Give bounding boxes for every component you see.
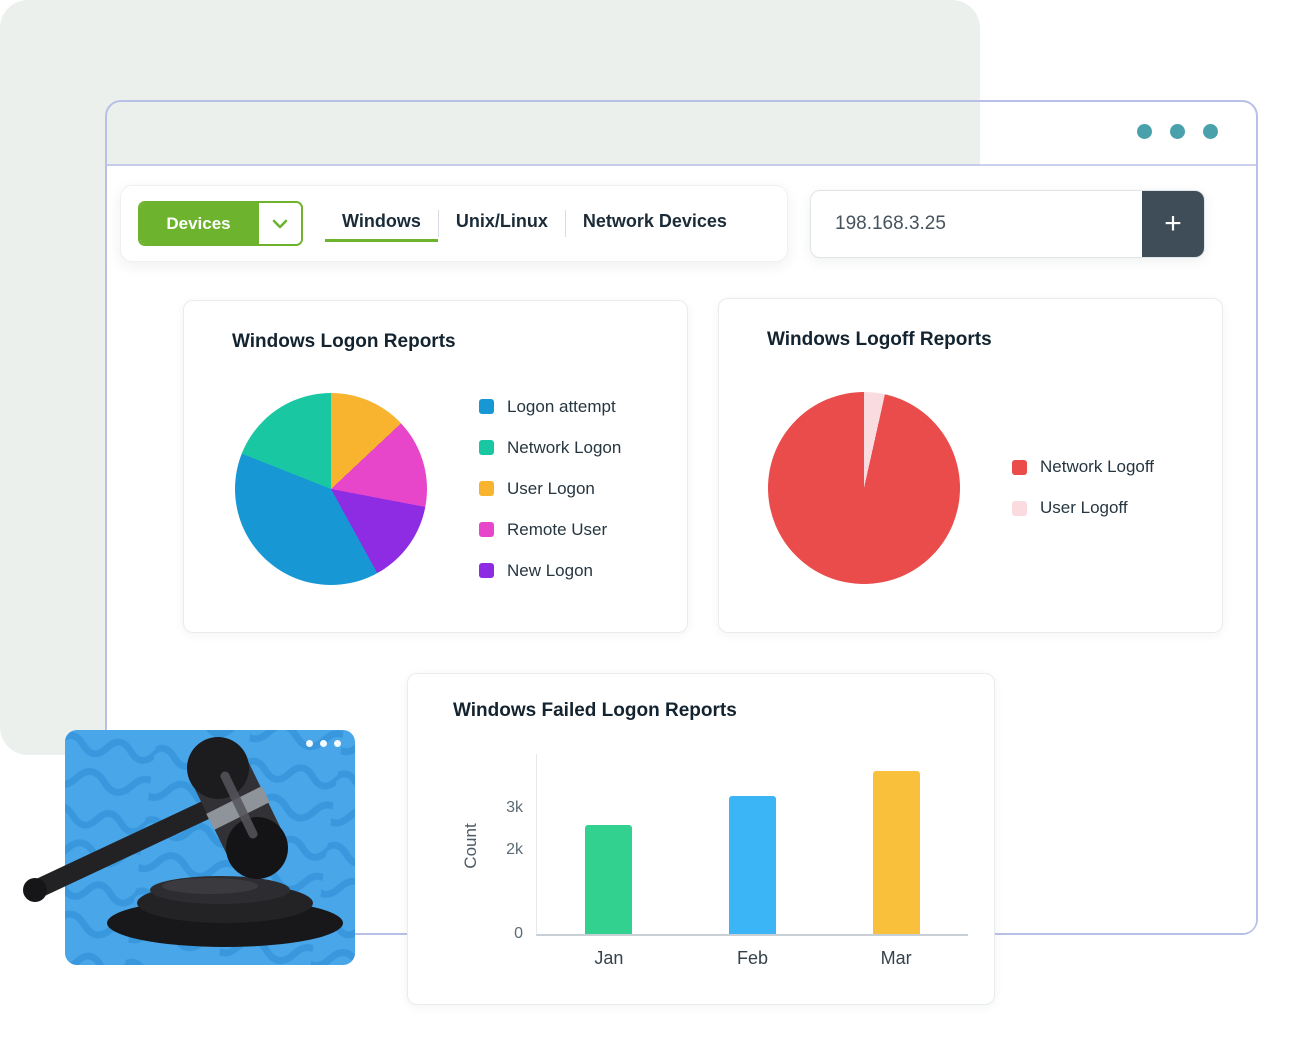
legend-label: Remote User	[507, 519, 608, 539]
device-type-tabs: Windows Unix/Linux Network Devices	[325, 205, 744, 242]
device-search-box: +	[810, 190, 1205, 258]
legend-label: User Logon	[507, 478, 595, 498]
toolbar: Devices Windows Unix/Linux Network Devic…	[120, 185, 788, 262]
logon-chart-row: Logon attempt Network Logon User Logon Remo…	[235, 369, 669, 608]
add-device-button[interactable]: +	[1142, 191, 1204, 257]
ip-address-input[interactable]	[811, 191, 1142, 257]
window-header-divider	[107, 164, 1256, 166]
legend-item: Network Logon	[479, 438, 621, 458]
bar-column	[824, 770, 968, 934]
bars-row	[537, 754, 968, 934]
thumbnail-dot	[320, 740, 327, 747]
tab-divider	[437, 210, 439, 237]
card-title: Windows Logoff Reports	[767, 329, 992, 350]
failed-logon-bar-chart: 0 2k 3k Jan Feb Mar	[506, 754, 968, 968]
legend-label: Network Logon	[507, 437, 622, 457]
legend-swatch	[479, 399, 494, 414]
card-title: Windows Logon Reports	[232, 331, 456, 352]
x-tick-label: Feb	[736, 948, 769, 968]
legend-swatch	[479, 440, 494, 455]
legend-label: Network Logoff	[1040, 457, 1155, 476]
thumbnail-window-dots	[306, 740, 341, 747]
legend-label: New Logon	[507, 560, 594, 580]
devices-dropdown-label: Devices	[140, 203, 257, 244]
blue-pattern-background	[65, 730, 355, 965]
x-tick-label: Jan	[594, 948, 624, 968]
legend-item: User Logon	[479, 479, 621, 499]
gavel-image-card	[65, 730, 355, 965]
x-axis-labels: Jan Feb Mar	[537, 934, 968, 969]
bar-column	[681, 795, 825, 934]
window-control-dot	[1137, 124, 1152, 139]
window-controls	[1137, 124, 1218, 139]
y-axis-title: Count	[461, 823, 480, 869]
legend-swatch	[479, 563, 494, 578]
y-tick-label: 0	[514, 925, 523, 942]
legend-item: New Logon	[479, 561, 621, 581]
tab-unix-linux[interactable]: Unix/Linux	[455, 211, 548, 231]
bar-column	[537, 825, 681, 934]
legend-item: Logon attempt	[479, 397, 621, 417]
logoff-reports-card: Windows Logoff Reports Network Logoff Use…	[718, 298, 1223, 633]
plus-icon: +	[1164, 207, 1182, 240]
x-tick-label: Mar	[880, 948, 912, 968]
tab-windows[interactable]: Windows	[325, 205, 438, 242]
y-tick-label: 2k	[506, 841, 523, 859]
window-control-dot	[1203, 124, 1218, 139]
window-control-dot	[1170, 124, 1185, 139]
legend-swatch	[1012, 459, 1027, 475]
logon-legend: Logon attempt Network Logon User Logon Remo…	[479, 397, 621, 581]
legend-label: Logon attempt	[507, 396, 616, 416]
logon-pie-chart	[235, 392, 427, 585]
logoff-chart-row: Network Logoff User Logoff	[768, 367, 1204, 608]
chevron-down-icon	[257, 203, 301, 244]
legend-swatch	[479, 481, 494, 496]
bar-mar	[872, 770, 920, 934]
failed-logon-reports-card: Windows Failed Logon Reports Count 0 2k 3k…	[407, 673, 995, 1005]
logon-reports-card: Windows Logon Reports Logon attempt Netwo…	[183, 300, 688, 633]
legend-label: User Logoff	[1040, 498, 1128, 517]
bar-feb	[729, 795, 776, 934]
y-tick-label: 3k	[506, 799, 523, 817]
thumbnail-dot	[334, 740, 341, 747]
tab-network-devices[interactable]: Network Devices	[582, 211, 727, 231]
thumbnail-dot	[306, 740, 313, 747]
logoff-legend: Network Logoff User Logoff	[1012, 457, 1154, 518]
card-title: Windows Failed Logon Reports	[453, 700, 737, 721]
legend-item: User Logoff	[1012, 498, 1154, 518]
bar-jan	[585, 825, 633, 934]
devices-dropdown[interactable]: Devices	[138, 201, 303, 246]
tab-divider	[564, 210, 566, 237]
legend-item: Network Logoff	[1012, 457, 1154, 477]
legend-swatch	[479, 522, 494, 537]
legend-swatch	[1012, 500, 1027, 516]
legend-item: Remote User	[479, 520, 621, 540]
logoff-pie-chart	[768, 391, 960, 584]
